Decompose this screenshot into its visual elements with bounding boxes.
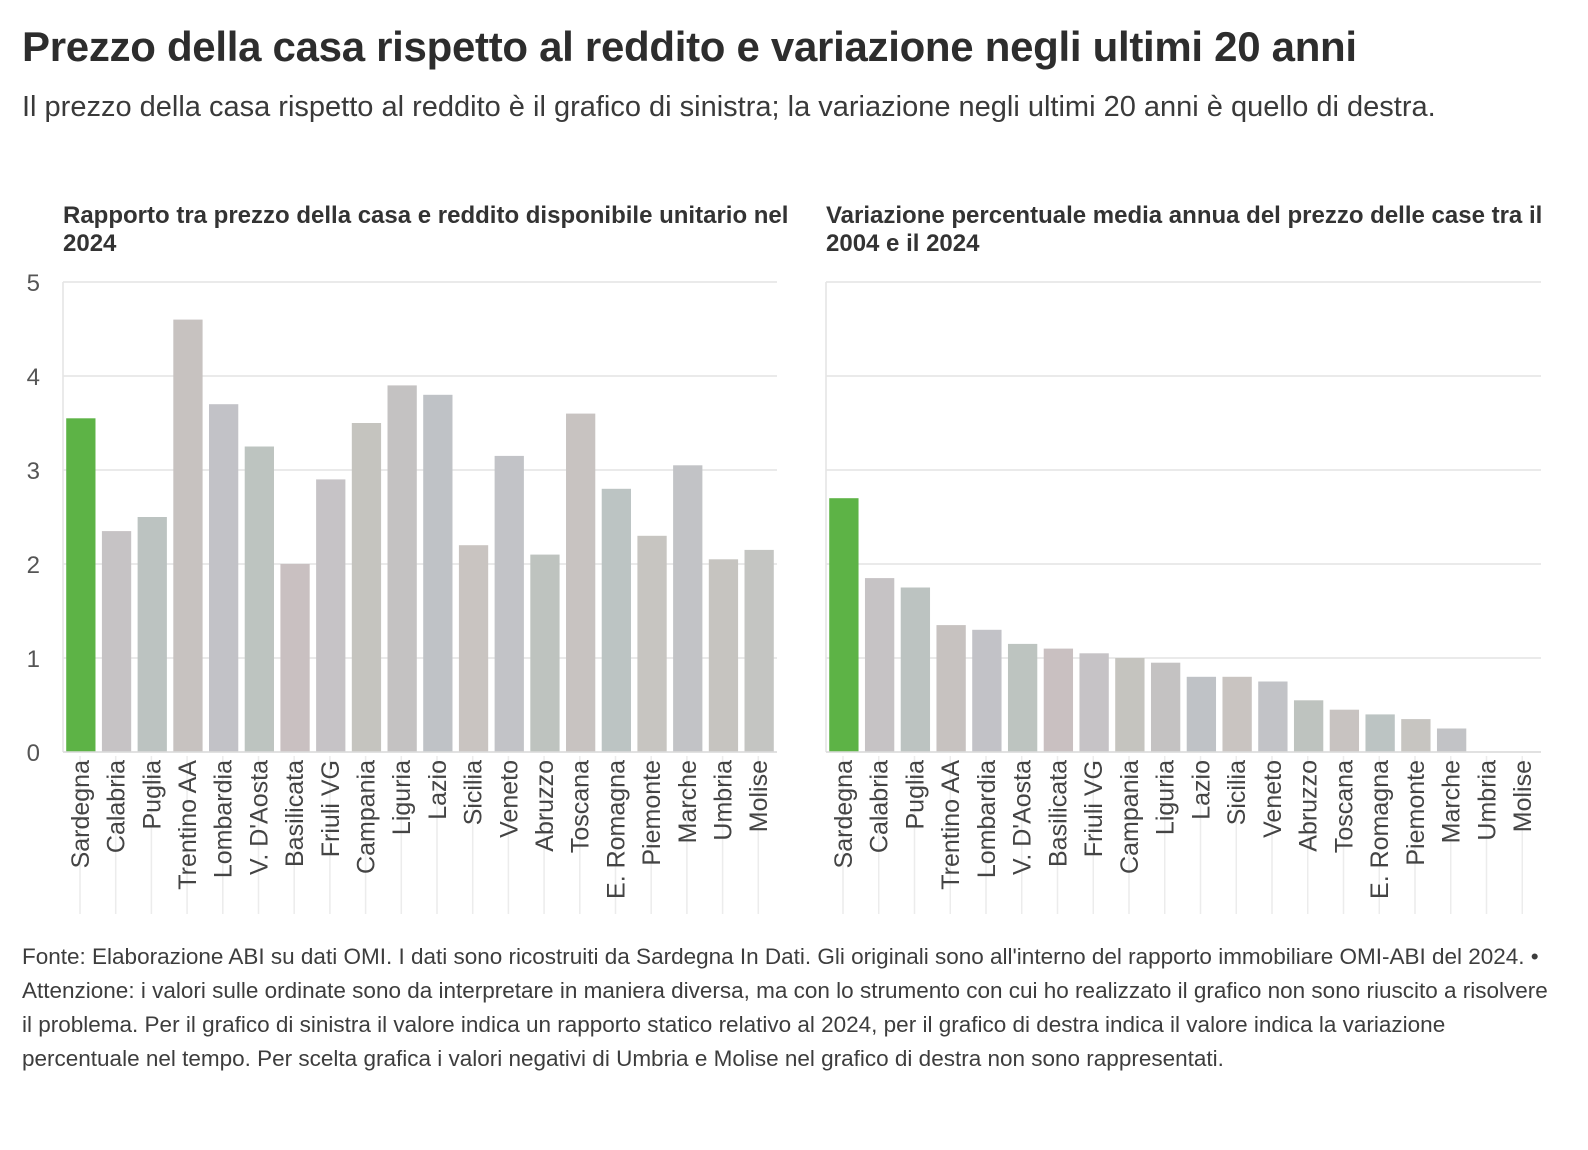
source-note: Fonte: Elaborazione ABI su dati OMI. I d… <box>22 944 1548 1071</box>
left-bar-piemonte <box>637 535 667 752</box>
left-bar-veneto <box>494 455 524 752</box>
left-category-label: Toscana <box>567 760 595 853</box>
page-title: Prezzo della casa rispetto al reddito e … <box>22 23 1357 70</box>
right-bar-campania <box>1115 658 1145 752</box>
right-category-label: Umbria <box>1473 760 1501 841</box>
left-category-label: Abruzzo <box>531 760 559 852</box>
left-bar-calabria <box>101 531 132 752</box>
left-bar-sardegna <box>66 418 96 752</box>
page-subtitle: Il prezzo della casa rispetto al reddito… <box>22 91 1436 123</box>
right-bar-toscana <box>1329 709 1360 752</box>
left-category-label: Umbria <box>709 760 737 841</box>
chart-left-title: Rapporto tra prezzo della casa e reddito… <box>63 202 789 257</box>
left-bar-lazio <box>423 394 453 752</box>
right-category-label: Campania <box>1116 760 1144 874</box>
left-bar-liguria <box>387 385 417 752</box>
left-category-label: Sardegna <box>67 760 95 869</box>
left-bar-e-romagna <box>601 488 631 752</box>
left-category-label: Friuli VG <box>317 760 345 857</box>
left-bar-campania <box>351 423 382 752</box>
right-bar-puglia <box>900 587 931 752</box>
left-bar-molise <box>744 549 774 752</box>
left-category-label: Calabria <box>103 760 131 853</box>
left-y-tick-label: 2 <box>27 552 40 579</box>
left-category-label: Basilicata <box>281 760 309 867</box>
right-category-label: Liguria <box>1152 760 1180 835</box>
right-bar-trentino-aa <box>936 625 966 752</box>
right-category-label: Lombardia <box>973 760 1001 878</box>
left-y-tick-label: 1 <box>27 646 40 673</box>
left-category-label: Sicilia <box>460 760 488 825</box>
left-bar-abruzzo <box>530 554 560 752</box>
right-category-label: Lazio <box>1187 760 1215 820</box>
left-bar-umbria <box>708 559 739 752</box>
right-bar-basilicata <box>1043 648 1074 752</box>
left-y-tick-label: 5 <box>27 270 40 297</box>
left-bar-basilicata <box>280 564 310 752</box>
right-category-label: Piemonte <box>1402 760 1430 866</box>
right-bar-lazio <box>1186 676 1217 752</box>
left-y-tick-label: 4 <box>27 364 40 391</box>
right-category-label: Sicilia <box>1223 760 1251 825</box>
right-bar-marche <box>1436 728 1467 752</box>
right-bar-e-romagna <box>1365 714 1395 752</box>
right-category-label: Abruzzo <box>1295 760 1323 852</box>
left-category-label: E. Romagna <box>602 760 630 899</box>
left-y-tick-label: 3 <box>27 458 40 485</box>
right-bar-sardegna <box>829 498 859 752</box>
right-category-label: Puglia <box>901 760 929 830</box>
right-category-label: E. Romagna <box>1366 760 1394 899</box>
left-category-label: Lombardia <box>210 760 238 878</box>
left-category-label: V. D'Aosta <box>245 760 273 875</box>
right-bar-abruzzo <box>1293 700 1324 752</box>
left-category-label: Campania <box>352 760 380 874</box>
right-bar-lombardia <box>972 629 1002 752</box>
right-bar-veneto <box>1258 681 1288 752</box>
right-bar-piemonte <box>1401 719 1431 752</box>
right-bar-liguria <box>1150 662 1181 752</box>
left-bar-trentino-aa <box>173 319 203 752</box>
right-category-label: Calabria <box>866 760 894 853</box>
left-bar-friuli-vg <box>316 479 346 752</box>
right-bar-calabria <box>864 578 895 752</box>
left-bar-v-d-aosta <box>244 446 274 752</box>
right-category-label: Trentino AA <box>937 760 965 890</box>
left-category-label: Trentino AA <box>174 760 202 890</box>
chart-right-title: Variazione percentuale media annua del p… <box>826 202 1543 257</box>
left-category-label: Puglia <box>138 760 166 830</box>
left-bar-sicilia <box>458 545 489 752</box>
right-category-label: V. D'Aosta <box>1009 760 1037 875</box>
right-category-label: Veneto <box>1259 760 1287 838</box>
left-y-tick-label: 0 <box>27 740 40 767</box>
right-category-label: Toscana <box>1330 760 1358 853</box>
left-bar-puglia <box>137 517 167 752</box>
right-category-label: Sardegna <box>830 760 858 869</box>
right-category-label: Basilicata <box>1044 760 1072 867</box>
left-category-label: Piemonte <box>638 760 666 866</box>
right-category-label: Molise <box>1509 760 1537 832</box>
left-category-label: Marche <box>674 760 702 843</box>
right-category-label: Marche <box>1438 760 1466 843</box>
left-bar-toscana <box>566 413 596 752</box>
left-category-label: Veneto <box>495 760 523 838</box>
left-category-label: Lazio <box>424 760 452 820</box>
right-bar-sicilia <box>1222 676 1252 752</box>
right-bar-v-d-aosta <box>1007 643 1038 752</box>
left-category-label: Liguria <box>388 760 416 835</box>
right-category-label: Friuli VG <box>1080 760 1108 857</box>
right-bar-friuli-vg <box>1079 653 1109 752</box>
left-bar-lombardia <box>209 404 239 752</box>
left-bar-marche <box>673 465 703 752</box>
left-category-label: Molise <box>745 760 773 832</box>
